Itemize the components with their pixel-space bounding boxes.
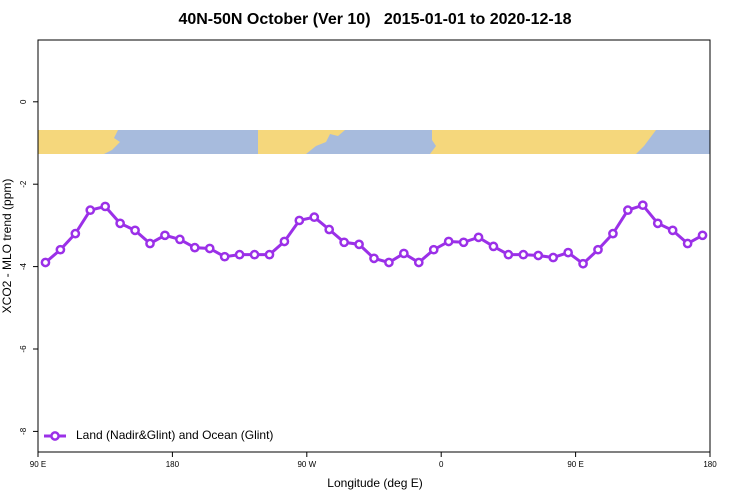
data-point: [294, 215, 305, 226]
data-point: [40, 257, 51, 268]
data-point: [264, 249, 275, 260]
data-point: [578, 258, 588, 269]
data-point: [100, 201, 111, 212]
data-point: [473, 232, 484, 243]
data-point: [324, 224, 335, 235]
legend-marker: [50, 431, 60, 441]
data-point: [189, 242, 200, 253]
data-point: [115, 218, 125, 229]
plot-frame: [37, 39, 711, 453]
data-point: [518, 249, 529, 260]
y-tick-label: -2: [19, 180, 28, 188]
data-point: [443, 236, 454, 247]
y-tick-label: -8: [19, 427, 28, 435]
y-tick-label: 0: [19, 99, 28, 104]
data-point: [204, 243, 215, 254]
data-point: [130, 225, 140, 236]
x-tick-label: 90 W: [297, 460, 316, 469]
data-point: [279, 236, 290, 247]
data-point: [85, 205, 96, 216]
data-point: [503, 249, 514, 260]
data-point: [309, 212, 320, 223]
map-strip: [38, 130, 710, 154]
data-point: [608, 228, 618, 239]
data-point: [458, 237, 469, 248]
data-point: [249, 249, 260, 260]
data-point: [234, 249, 245, 260]
data-point: [219, 251, 230, 262]
x-tick-label: 180: [166, 460, 180, 469]
data-point: [384, 257, 394, 268]
x-tick-label: 0: [439, 460, 444, 469]
data-point: [623, 205, 633, 216]
x-tick-label: 90 E: [30, 460, 46, 469]
data-point: [428, 244, 439, 255]
x-axis-label: Longitude (deg E): [327, 476, 422, 490]
data-point: [160, 230, 170, 241]
data-point: [175, 234, 185, 245]
data-point: [652, 218, 663, 229]
data-point: [533, 250, 544, 261]
data-point: [682, 238, 693, 249]
data-point: [563, 247, 573, 258]
y-tick-label: -6: [19, 345, 28, 353]
chart-title: 40N-50N October (Ver 10) 2015-01-01 to 2…: [178, 11, 571, 28]
data-point: [55, 244, 66, 255]
data-point: [637, 200, 648, 211]
data-point: [369, 253, 379, 264]
data-point: [70, 228, 81, 239]
data-point: [593, 244, 603, 255]
data-point: [339, 237, 349, 248]
x-tick-label: 180: [703, 460, 717, 469]
data-point: [697, 230, 708, 241]
x-tick-label: 90 E: [567, 460, 583, 469]
data-point: [488, 241, 499, 252]
data-point: [667, 225, 678, 236]
y-tick-label: -4: [19, 262, 28, 270]
legend-label: Land (Nadir&Glint) and Ocean (Glint): [76, 428, 273, 442]
data-point: [399, 248, 409, 259]
data-point: [145, 238, 155, 249]
data-point: [354, 239, 364, 250]
data-point: [413, 257, 424, 268]
y-axis-label: XCO2 - MLO trend (ppm): [0, 179, 14, 314]
data-point: [548, 252, 559, 263]
